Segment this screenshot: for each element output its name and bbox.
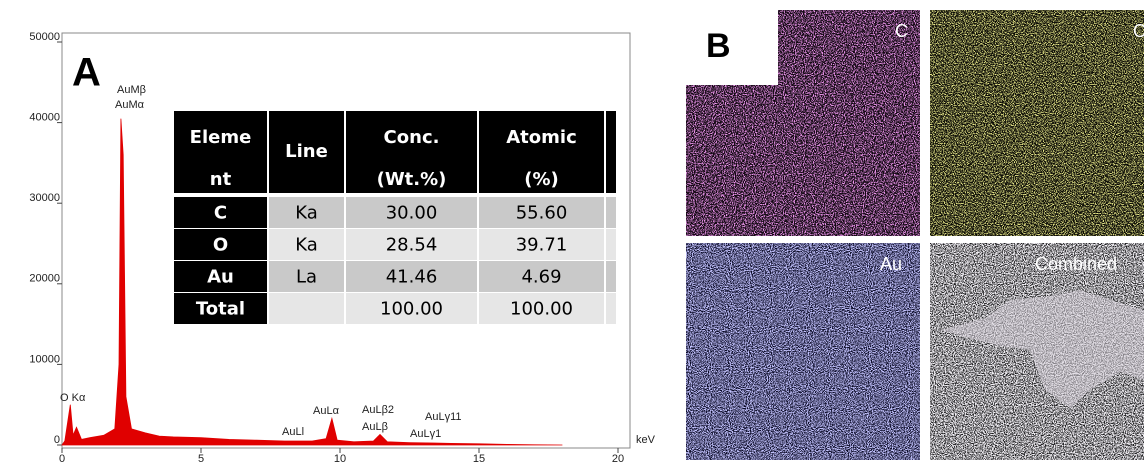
peak-label: AuLβ2 (362, 404, 394, 416)
cell (479, 197, 604, 228)
header-cell (174, 111, 267, 193)
cell-text: 30.00 (386, 203, 438, 224)
peak-label: AuLγ1 (410, 428, 441, 440)
cell-text: Ka (295, 203, 318, 224)
cell-text: 28.54 (386, 235, 438, 256)
cell (269, 261, 344, 292)
cell-text: 100.00 (380, 299, 443, 320)
header-cell (606, 111, 616, 193)
header-text: Atomic (506, 127, 577, 148)
cell (479, 293, 604, 324)
cell (174, 261, 267, 292)
header-text: Eleme (190, 127, 252, 148)
composition-table: Eleme nt Line Conc. (Wt.%) Atomic (%) C Ka 30.00 5… (174, 111, 616, 324)
header-cell (346, 111, 477, 193)
cell-text: 55.60 (516, 203, 568, 224)
peak-label: AuLl (282, 426, 304, 438)
cell (346, 261, 477, 292)
map-label: O (1133, 21, 1144, 41)
map-label: Combined (1035, 254, 1117, 274)
cell (479, 261, 604, 292)
peak-label: AuLβ (362, 421, 388, 433)
header-text: (Wt.%) (377, 169, 447, 190)
x-unit: keV (636, 434, 656, 446)
y-tick-label: 10000 (29, 353, 60, 365)
map-label: C (895, 21, 908, 41)
peak-label: AuLγ11 (425, 411, 462, 423)
element-maps: B C O Au Combined (686, 10, 1144, 460)
cell (269, 197, 344, 228)
cell (606, 229, 616, 260)
header-cell (479, 111, 604, 193)
peak-label: O Kα (60, 392, 86, 404)
cell-text: C (214, 203, 227, 224)
map-noise (930, 10, 1144, 236)
cell-text: O (213, 235, 228, 256)
x-tick-label: 20 (612, 453, 624, 463)
x-tick-label: 5 (198, 453, 204, 463)
x-tick-label: 10 (334, 453, 346, 463)
y-tick-label: 0 (54, 434, 60, 446)
cell (174, 293, 267, 324)
label-box (686, 10, 778, 85)
cell (606, 197, 616, 228)
cell (174, 197, 267, 228)
cell-text: 41.46 (386, 267, 438, 288)
cell-text: Ka (295, 235, 318, 256)
cell-text: 100.00 (510, 299, 573, 320)
cell (346, 197, 477, 228)
map-noise (686, 243, 920, 460)
peak-label: AuLα (313, 405, 340, 417)
cell (346, 293, 477, 324)
y-tick-label: 40000 (29, 112, 60, 124)
cell (479, 229, 604, 260)
header-text: nt (210, 169, 232, 190)
header-text: Conc. (384, 127, 440, 148)
cell (174, 229, 267, 260)
map-label: Au (880, 254, 902, 274)
plot-frame (61, 32, 631, 449)
cell-text: La (296, 267, 317, 288)
peak-label: AuMβ (117, 84, 146, 96)
cell-text: Au (207, 267, 234, 288)
y-tick-label: 50000 (29, 31, 60, 43)
cell (606, 293, 616, 324)
panel-label: B (706, 27, 731, 65)
header-text: (%) (524, 169, 559, 190)
cell (606, 261, 616, 292)
x-tick-label: 15 (473, 453, 485, 463)
y-tick-label: 20000 (29, 273, 60, 285)
cell (269, 293, 344, 324)
panel-label: A (72, 51, 101, 95)
cell-text: 4.69 (521, 267, 561, 288)
cell (269, 229, 344, 260)
header-text: Line (285, 141, 328, 162)
spectrum (61, 118, 563, 446)
y-tick-label: 30000 (29, 192, 60, 204)
cell-text: 39.71 (516, 235, 568, 256)
x-tick-label: 0 (59, 453, 65, 463)
cell-text: Total (196, 299, 245, 320)
map-region (940, 290, 1144, 408)
peak-label: AuMα (115, 99, 145, 111)
cell (346, 229, 477, 260)
header-cell (269, 111, 344, 193)
